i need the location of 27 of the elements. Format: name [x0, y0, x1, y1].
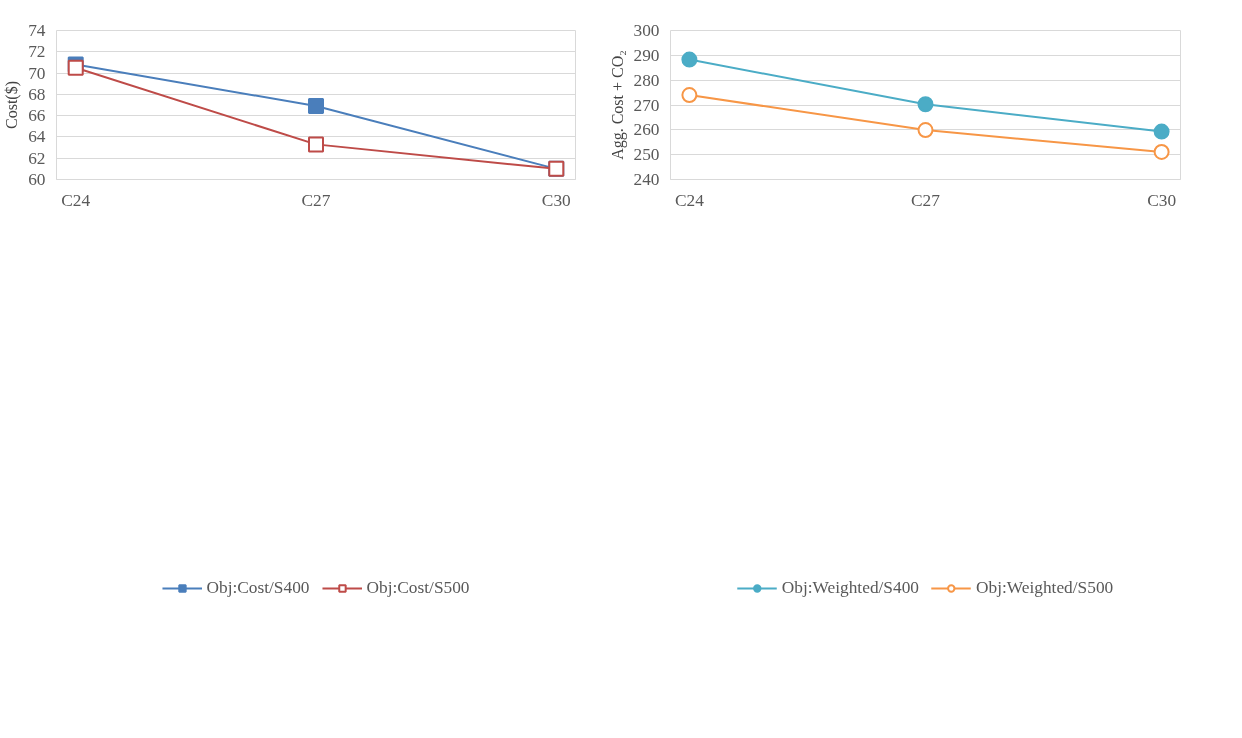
legend-label: Obj:Cost/S500: [366, 578, 470, 598]
y-tick-label: 62: [28, 148, 46, 168]
y-tick-label: 250: [633, 145, 660, 165]
y-axis-title: Agg. Cost + CO₂: [608, 50, 627, 160]
y-tick-label: 270: [633, 95, 660, 115]
y-tick-label: 66: [28, 106, 46, 126]
x-tick-label: C27: [301, 190, 331, 210]
legend-label: Obj:Cost/S400: [206, 578, 310, 598]
y-tick-label: 68: [28, 84, 46, 104]
legend-label: Obj:Weighted/S400: [781, 578, 919, 598]
y-tick-label: 280: [633, 70, 660, 90]
x-tick-label: C24: [61, 190, 91, 210]
y-tick-label: 74: [28, 21, 46, 40]
x-tick-label: C30: [541, 190, 571, 210]
y-tick-label: 72: [28, 42, 46, 62]
y-tick-label: 290: [633, 45, 660, 65]
x-tick-label: C30: [1147, 190, 1177, 210]
y-tick-label: 64: [28, 127, 46, 147]
x-tick-label: C27: [911, 190, 941, 210]
y-tick-label: 240: [633, 170, 660, 189]
y-tick-label: 260: [633, 120, 660, 140]
legend-label: Obj:Weighted/S500: [976, 578, 1114, 598]
x-tick-label: C24: [674, 190, 705, 210]
y-tick-label: 60: [28, 170, 46, 189]
y-tick-label: 300: [633, 21, 660, 40]
y-axis-title: Cost($): [3, 81, 22, 129]
y-tick-label: 70: [28, 63, 46, 83]
